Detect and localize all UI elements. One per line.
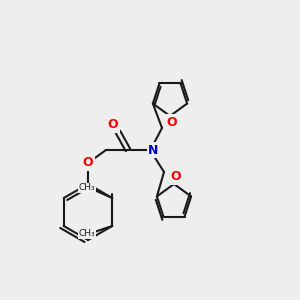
Text: O: O: [171, 170, 181, 184]
Text: O: O: [83, 157, 93, 169]
Text: CH₃: CH₃: [79, 184, 96, 193]
Text: O: O: [167, 116, 177, 128]
Text: CH₃: CH₃: [79, 230, 96, 238]
Text: N: N: [148, 143, 158, 157]
Text: O: O: [108, 118, 118, 131]
